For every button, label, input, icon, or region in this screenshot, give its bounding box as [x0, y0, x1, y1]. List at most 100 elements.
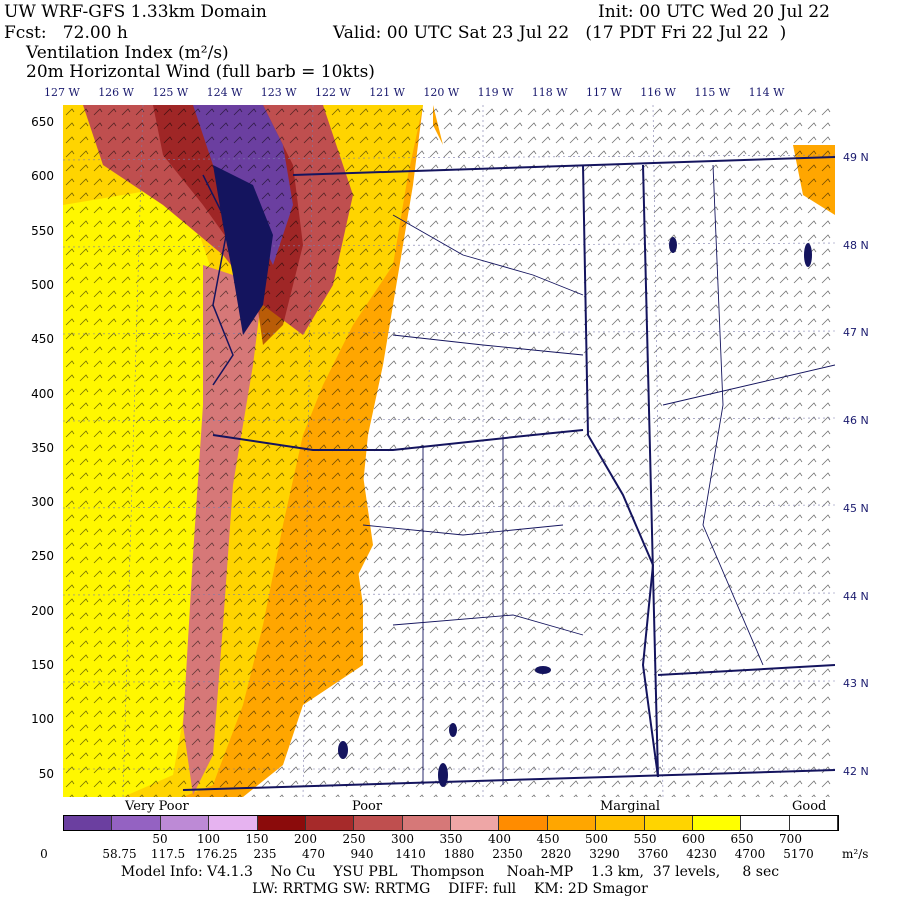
colorbar-swatch [596, 816, 645, 830]
colorbar-swatch [451, 816, 500, 830]
longitude-label: 119 W [477, 86, 514, 99]
longitude-label: 124 W [206, 86, 243, 99]
colorbar-swatch [402, 816, 451, 830]
field-name: Ventilation Index (m²/s) [26, 43, 229, 63]
map-plot [63, 105, 835, 797]
latitude-label: 49 N [843, 151, 869, 164]
y-axis-label: 150 [31, 658, 54, 672]
colorbar-top-label: 150 [245, 832, 269, 846]
y-axis-label: 500 [31, 277, 54, 292]
longitude-label: 123 W [260, 86, 297, 99]
colorbar-swatch [741, 816, 790, 830]
latitude-label: 48 N [843, 238, 869, 252]
colorbar-top-label: 500 [585, 832, 608, 846]
colorbar-bottom-label: 58.75 [102, 847, 137, 861]
lat-lon-grid [63, 105, 835, 797]
colorbar-swatch [354, 816, 403, 830]
latitude-label: 44 N [843, 589, 869, 603]
colorbar-bottom-label: 117.5 [150, 847, 186, 861]
colorbar-swatch [692, 816, 742, 830]
category-poor: Poor [352, 799, 383, 814]
colorbar-bottom-label: 1880 [443, 847, 475, 861]
colorbar-bottom-label: 235 [253, 847, 277, 861]
colorbar-swatch [160, 816, 210, 830]
y-axis-label: 400 [31, 386, 54, 401]
colorbar-unit: m²/s [842, 847, 869, 861]
colorbar-top-label: 600 [682, 832, 705, 846]
longitude-label: 127 W [44, 86, 80, 99]
longitude-label: 120 W [423, 86, 460, 99]
longitude-label: 114 W [748, 86, 785, 99]
colorbar-top-label: 400 [488, 832, 511, 846]
longitude-label: 116 W [640, 86, 676, 99]
y-axis-label: 550 [31, 223, 54, 238]
colorbar-swatch [64, 816, 113, 830]
colorbar-swatch [257, 816, 306, 830]
colorbar-bottom-label: 2820 [540, 847, 572, 861]
colorbar-bottom-label: 3290 [589, 847, 620, 861]
wind-barbs [63, 105, 835, 797]
latitude-label: 42 N [843, 764, 869, 778]
county-borders [362, 164, 835, 785]
y-axis-label: 200 [31, 603, 54, 618]
model-info: Model Info: V4.1.3 No Cu YSU PBL Thompso… [120, 864, 780, 880]
longitude-label: 125 W [152, 86, 189, 99]
category-good: Good [792, 799, 827, 814]
latitude-label: 43 N [843, 677, 869, 691]
title: UW WRF-GFS 1.33km Domain [4, 2, 267, 22]
longitude-label: 121 W [369, 86, 405, 99]
colorbar-top-label: 700 [779, 832, 802, 846]
longitude-label: 117 W [586, 86, 622, 99]
y-axis-label: 300 [31, 495, 54, 510]
colorbar-swatch [209, 816, 258, 830]
y-axis-label: 650 [31, 115, 54, 129]
category-marginal: Marginal [600, 799, 661, 814]
colorbar-swatch [789, 816, 838, 830]
latitude-label: 45 N [843, 501, 869, 515]
colorbar-bottom-label: 5170 [783, 847, 814, 861]
physics-info: LW: RRTMG SW: RRTMG DIFF: full KM: 2D Sm… [252, 881, 648, 897]
colorbar-bottom-label: 3760 [637, 847, 669, 861]
y-axis-label: 50 [38, 766, 54, 781]
colorbar-bottom-label: 176.25 [195, 847, 238, 861]
colorbar-top-label: 450 [536, 832, 560, 846]
y-axis-label: 250 [31, 549, 54, 564]
latitude-label: 46 N [843, 414, 869, 428]
colorbar-top-label: 350 [439, 832, 463, 846]
colorbar-top-label: 200 [294, 832, 317, 846]
colorbar-bottom-label: 4230 [686, 847, 717, 861]
y-axis-label: 450 [31, 332, 54, 347]
forecast-hour: Fcst: 72.00 h [4, 23, 128, 43]
colorbar-top-label: 50 [152, 832, 168, 846]
puget-sound [213, 165, 273, 335]
colorbar-bottom-label: 4700 [734, 847, 766, 861]
longitude-label: 122 W [315, 86, 351, 99]
colorbar-bottom-label: 2350 [492, 847, 523, 861]
y-axis-label: 600 [31, 169, 54, 184]
wind-field-name: 20m Horizontal Wind (full barb = 10kts) [26, 62, 375, 82]
category-very-poor: Very Poor [125, 799, 189, 814]
colorbar-swatch [305, 816, 355, 830]
colorbar-top-label: 300 [391, 832, 414, 846]
colorbar [63, 815, 839, 831]
colorbar-swatch [499, 816, 548, 830]
colorbar-bottom-label: 940 [350, 847, 374, 861]
longitude-label: 115 W [694, 86, 731, 99]
colorbar-top-label: 100 [197, 832, 220, 846]
colorbar-bottom-label: 0 [40, 847, 48, 861]
latitude-label: 47 N [843, 326, 869, 340]
longitude-label: 126 W [98, 86, 134, 99]
y-axis-label: 100 [31, 712, 54, 727]
colorbar-swatch [547, 816, 597, 830]
lakes [338, 237, 812, 787]
init-time: Init: 00 UTC Wed 20 Jul 22 [598, 2, 830, 22]
y-axis-label: 350 [31, 440, 54, 455]
colorbar-bottom-label: 470 [302, 847, 325, 861]
colorbar-top-label: 250 [342, 832, 366, 846]
longitude-label: 118 W [531, 86, 568, 99]
colorbar-top-label: 650 [730, 832, 754, 846]
state-borders [182, 156, 835, 791]
colorbar-bottom-label: 1410 [395, 847, 426, 861]
colorbar-swatch [112, 816, 161, 830]
